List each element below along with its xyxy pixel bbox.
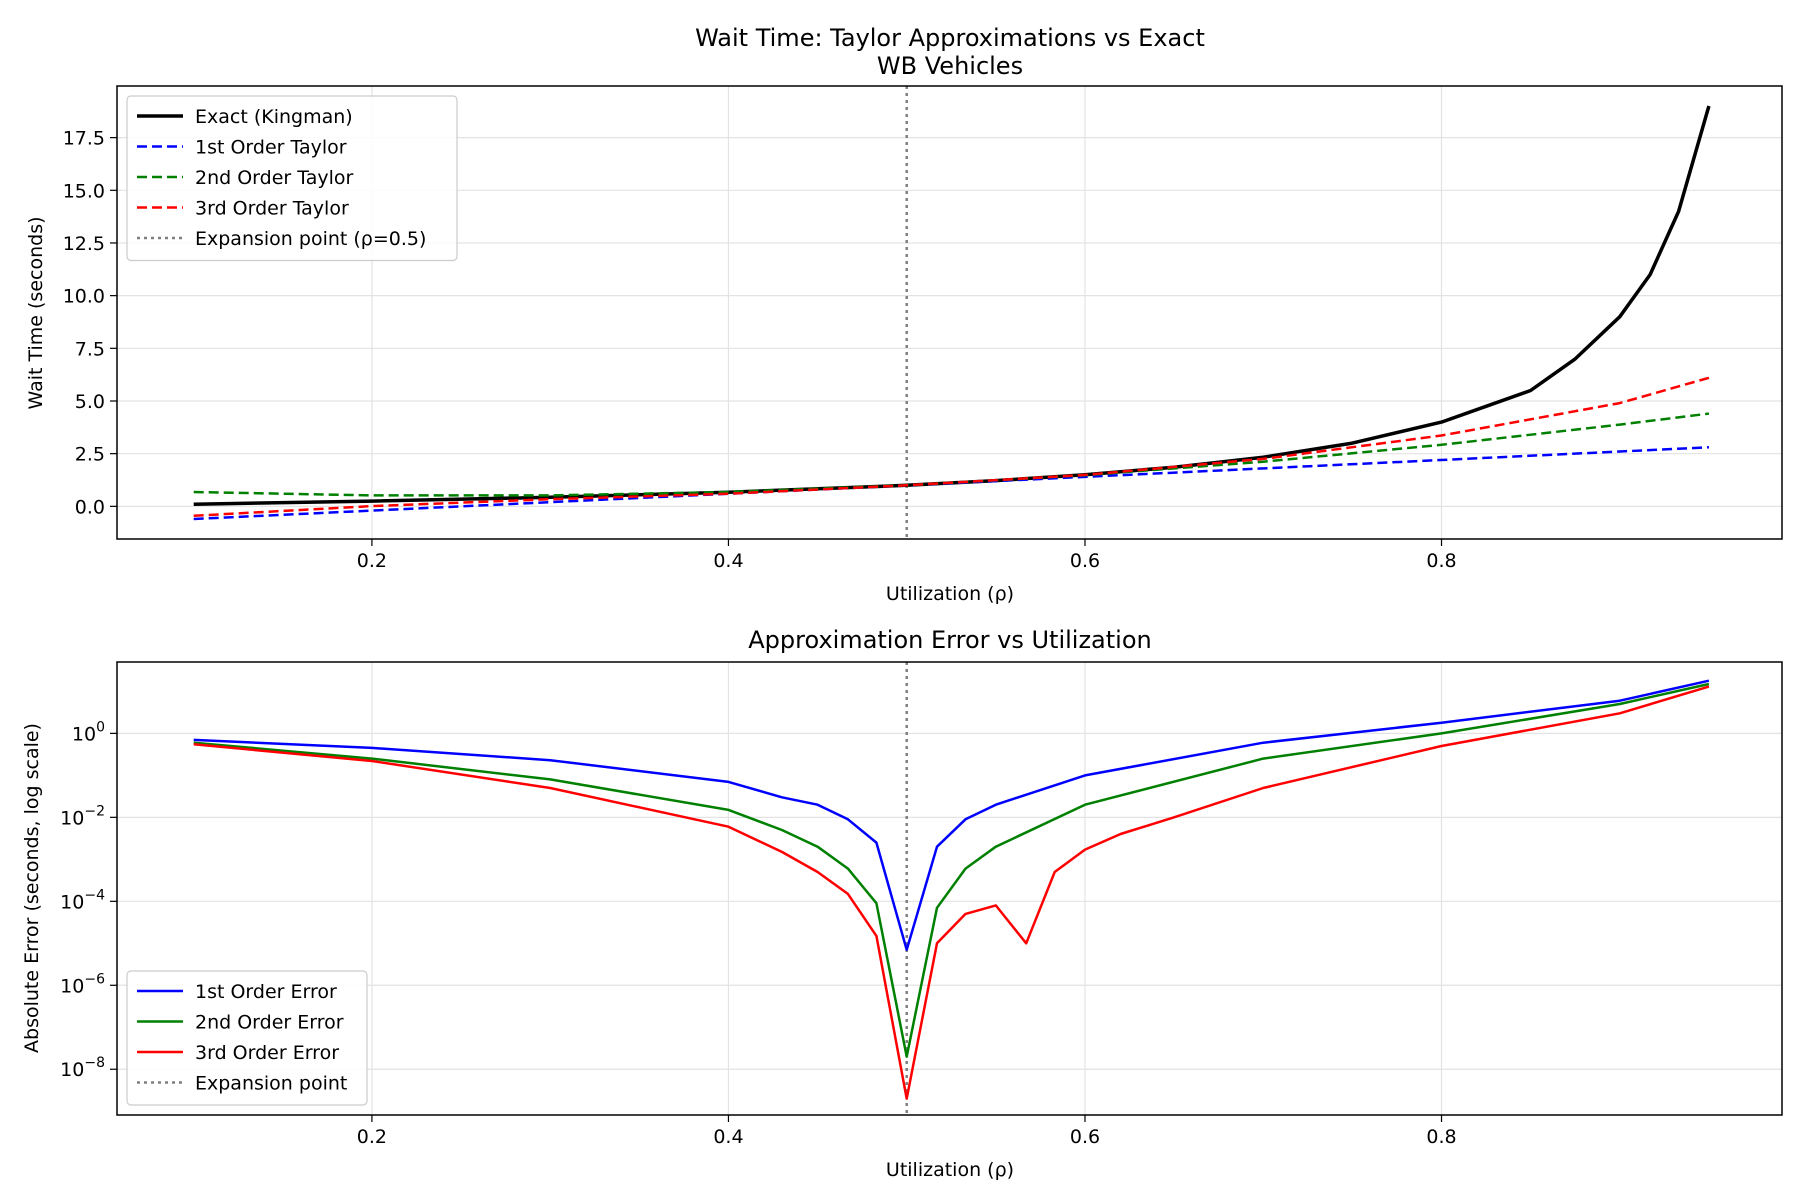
wait-time-chart: Wait Time: Taylor Approximations vs Exac… [25, 24, 1783, 605]
chart-1-subtitle: WB Vehicles [877, 52, 1023, 80]
legend-label: 2nd Order Taylor [195, 167, 354, 189]
legend-label: 1st Order Taylor [195, 137, 347, 159]
x-tick-label: 0.8 [1426, 1126, 1456, 1148]
chart-1-legend: Exact (Kingman) 1st Order Taylor 2nd Order… [126, 95, 458, 262]
error-chart: Approximation Error vs Utilization 0.2 0.… [21, 626, 1783, 1181]
chart-1-plot-frame [116, 85, 1783, 540]
y-tick-label: 15.0 [63, 180, 105, 202]
y-tick-label: 10−2 [60, 803, 105, 829]
y-tick-label: 10.0 [63, 286, 105, 308]
series-line-2 [193, 682, 1710, 1058]
series-line-1 [193, 679, 1710, 952]
legend-label: Exact (Kingman) [195, 106, 353, 128]
legend-label: Expansion point (ρ=0.5) [195, 228, 426, 250]
legend-label: 2nd Order Error [195, 1012, 344, 1034]
legend-label: 1st Order Error [195, 981, 337, 1003]
y-tick-label: 12.5 [63, 233, 105, 255]
chart-2-y-axis-label: Absolute Error (seconds, log scale) [21, 723, 43, 1053]
chart-1-title: Wait Time: Taylor Approximations vs Exac… [695, 24, 1205, 52]
chart-1-y-ticks: 0.0 2.5 5.0 7.5 10.0 12.5 15.0 17.5 [63, 128, 117, 518]
legend-label: Expansion point [195, 1073, 347, 1095]
y-tick-label: 2.5 [75, 444, 105, 466]
y-tick-label: 17.5 [63, 128, 105, 150]
legend-box [126, 95, 458, 262]
y-tick-label: 10−8 [60, 1055, 105, 1081]
chart-1-y-axis-label: Wait Time (seconds) [25, 216, 47, 409]
series-line-4 [193, 376, 1710, 518]
y-tick-label: 7.5 [75, 338, 105, 360]
chart-2-x-ticks: 0.2 0.4 0.6 0.8 [357, 1115, 1457, 1148]
chart-1-series-layer [193, 105, 1711, 521]
legend-label: 3rd Order Error [195, 1042, 339, 1064]
chart-2-title: Approximation Error vs Utilization [748, 626, 1151, 654]
chart-2-legend: 1st Order Error 2nd Order Error 3rd Order … [126, 970, 368, 1106]
x-tick-label: 0.8 [1426, 550, 1456, 572]
y-tick-label: 10−6 [60, 971, 105, 997]
y-tick-label: 5.0 [75, 391, 105, 413]
chart-1-x-axis-label: Utilization (ρ) [886, 583, 1014, 605]
series-line-1 [193, 105, 1711, 506]
x-tick-label: 0.6 [1070, 1126, 1100, 1148]
x-tick-label: 0.4 [713, 1126, 743, 1148]
series-line-3 [193, 685, 1710, 1100]
chart-1-x-ticks: 0.2 0.4 0.6 0.8 [357, 539, 1457, 572]
chart-2-y-ticks: 100 10−2 10−4 10−6 10−8 [60, 719, 117, 1081]
y-tick-label: 0.0 [75, 496, 105, 518]
y-tick-label: 10−4 [60, 887, 105, 913]
x-tick-label: 0.6 [1070, 550, 1100, 572]
chart-2-plot-frame [116, 661, 1783, 1116]
x-tick-label: 0.2 [357, 550, 387, 572]
legend-box [126, 970, 368, 1106]
x-tick-label: 0.4 [713, 550, 743, 572]
chart-2-series-layer [193, 679, 1710, 1100]
x-tick-label: 0.2 [357, 1126, 387, 1148]
legend-label: 3rd Order Taylor [195, 198, 349, 220]
y-tick-label: 100 [72, 719, 105, 745]
chart-2-x-axis-label: Utilization (ρ) [886, 1159, 1014, 1181]
